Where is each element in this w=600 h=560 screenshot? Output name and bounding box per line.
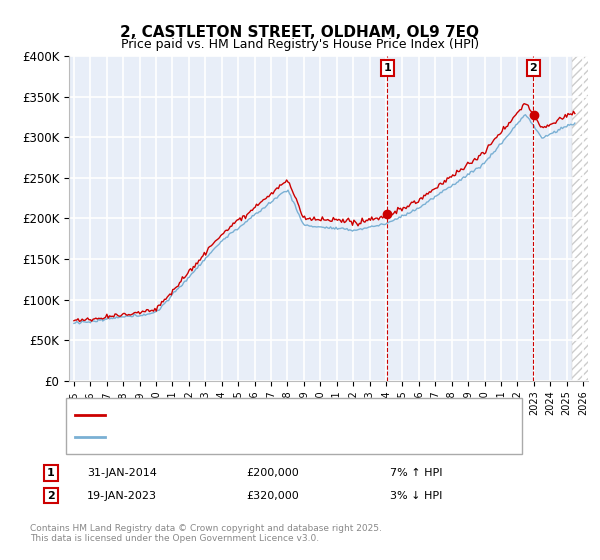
Text: Contains HM Land Registry data © Crown copyright and database right 2025.
This d: Contains HM Land Registry data © Crown c… (30, 524, 382, 543)
Text: 1: 1 (47, 468, 55, 478)
Text: 1: 1 (383, 63, 391, 73)
Text: £320,000: £320,000 (246, 491, 299, 501)
Text: 3% ↓ HPI: 3% ↓ HPI (390, 491, 442, 501)
Text: Price paid vs. HM Land Registry's House Price Index (HPI): Price paid vs. HM Land Registry's House … (121, 38, 479, 50)
Text: 31-JAN-2014: 31-JAN-2014 (87, 468, 157, 478)
Text: 19-JAN-2023: 19-JAN-2023 (87, 491, 157, 501)
Text: HPI: Average price, detached house, Oldham: HPI: Average price, detached house, Oldh… (111, 432, 345, 442)
Text: £200,000: £200,000 (246, 468, 299, 478)
Text: 2: 2 (47, 491, 55, 501)
Bar (572, 56, 591, 381)
Text: 2, CASTLETON STREET, OLDHAM, OL9 7EQ (detached house): 2, CASTLETON STREET, OLDHAM, OL9 7EQ (de… (111, 409, 428, 419)
Bar (572, 56, 591, 381)
Text: 7% ↑ HPI: 7% ↑ HPI (390, 468, 443, 478)
Text: 2: 2 (529, 63, 537, 73)
Text: 2, CASTLETON STREET, OLDHAM, OL9 7EQ: 2, CASTLETON STREET, OLDHAM, OL9 7EQ (121, 25, 479, 40)
